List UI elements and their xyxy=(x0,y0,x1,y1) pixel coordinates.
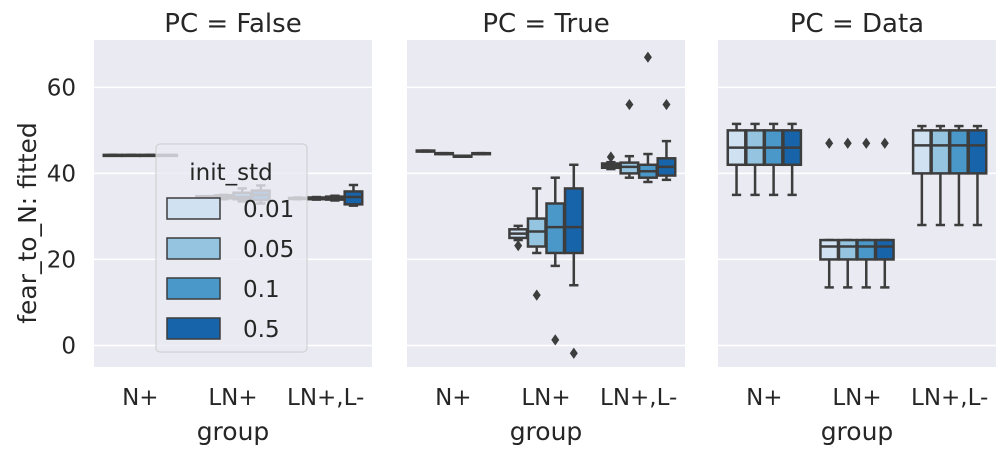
legend: init_std 0.01 0.05 0.1 0.5 xyxy=(155,143,308,353)
outlier-point xyxy=(662,98,671,111)
outlier-point xyxy=(862,137,871,149)
plot-area-2 xyxy=(718,40,996,367)
box-2-4 xyxy=(819,137,840,289)
outlier-point xyxy=(843,137,852,149)
outlier-point xyxy=(514,240,523,252)
box-0-9 xyxy=(306,195,327,201)
box-1-2 xyxy=(452,154,473,158)
box-1-0 xyxy=(415,149,436,153)
panel-2: PC = Data N+ LN+ LN+,L-group xyxy=(718,9,996,446)
box-body xyxy=(911,129,932,175)
x-tick-label-2-2: LN+,L- xyxy=(911,385,988,411)
box-2-0 xyxy=(726,122,747,197)
box-body xyxy=(563,187,584,255)
x-axis-label-1: group xyxy=(510,417,583,446)
box-1-3 xyxy=(471,151,492,156)
panel-title-2: PC = Data xyxy=(790,9,924,39)
x-tick-label-0-1: LN+ xyxy=(208,385,257,411)
x-tick-label-0-0: N+ xyxy=(122,385,158,411)
box-2-3 xyxy=(782,122,803,197)
y-tick-label-2: 40 xyxy=(47,161,76,187)
legend-label-0: 0.01 xyxy=(243,197,294,223)
legend-title: init_std xyxy=(189,160,272,186)
box-1-4 xyxy=(508,224,529,252)
legend-swatch-0 xyxy=(166,197,221,220)
box-1-7 xyxy=(563,163,584,359)
panel-title-1: PC = True xyxy=(482,9,609,39)
box-body xyxy=(874,238,895,261)
x-axis-label-0: group xyxy=(197,417,270,446)
outlier-point xyxy=(532,289,541,301)
box-0-10 xyxy=(324,194,345,202)
box-body xyxy=(948,129,969,175)
box-1-8 xyxy=(600,151,621,171)
outlier-point xyxy=(606,151,615,163)
x-tick-label-0-2: LN+,L- xyxy=(287,385,364,411)
x-tick-label-2-0: N+ xyxy=(746,385,782,411)
x-tick-label-1-1: LN+ xyxy=(521,385,570,411)
outlier-point xyxy=(551,334,560,346)
box-2-6 xyxy=(856,137,877,289)
panel-title-0: PC = False xyxy=(164,9,301,39)
outlier-point xyxy=(643,51,652,63)
legend-label-2: 0.1 xyxy=(243,277,280,303)
x-axis-label-2: group xyxy=(821,417,894,446)
outlier-point xyxy=(825,137,834,149)
box-2-5 xyxy=(837,137,858,289)
legend-label-3: 0.5 xyxy=(243,317,280,343)
box-1-10 xyxy=(637,51,658,184)
box-body xyxy=(930,129,951,175)
y-axis-label: fear_to_N: fitted xyxy=(13,122,42,324)
box-body xyxy=(819,238,840,261)
legend-swatch-3 xyxy=(166,317,221,340)
box-2-1 xyxy=(745,122,766,197)
legend-label-1: 0.05 xyxy=(243,237,294,263)
box-0-2 xyxy=(139,153,160,158)
x-tick-label-2-1: LN+ xyxy=(832,385,881,411)
legend-swatch-1 xyxy=(166,237,221,260)
box-0-1 xyxy=(121,153,142,158)
panel-1: PC = True N+ LN+ LN+,L-group xyxy=(407,9,685,446)
box-1-1 xyxy=(434,151,455,156)
box-1-11 xyxy=(656,98,677,182)
box-body xyxy=(837,238,858,261)
panels-layer: PC = False N+ LN+ LN+,L-group PC = True N+ LN+… xyxy=(47,9,996,446)
box-body xyxy=(856,238,877,261)
y-tick-label-1: 20 xyxy=(47,247,76,273)
outlier-point xyxy=(569,347,578,359)
box-body xyxy=(967,129,988,175)
y-tick-label-0: 0 xyxy=(61,333,76,359)
box-2-11 xyxy=(967,124,988,227)
x-tick-label-1-0: N+ xyxy=(435,385,471,411)
box-2-7 xyxy=(874,137,895,289)
legend-frame xyxy=(155,143,308,353)
outlier-point xyxy=(880,137,889,149)
box-0-11 xyxy=(343,183,364,207)
legend-swatch-2 xyxy=(166,277,221,300)
y-tick-label-3: 60 xyxy=(47,75,76,101)
box-0-0 xyxy=(102,153,123,158)
x-tick-label-1-2: LN+,L- xyxy=(600,385,677,411)
outlier-point xyxy=(625,98,634,111)
